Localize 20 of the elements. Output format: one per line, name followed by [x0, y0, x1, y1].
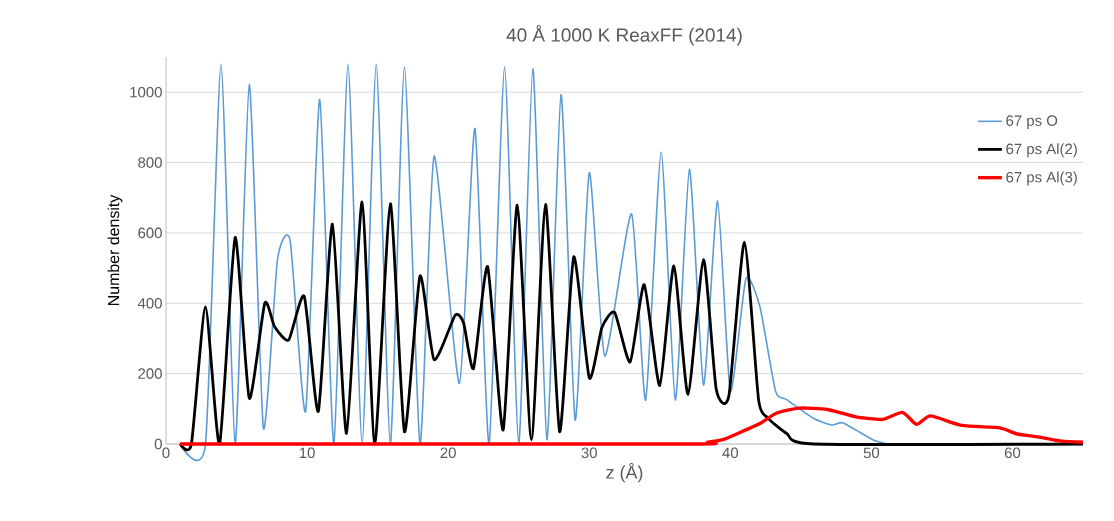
chart-title: 40 Å 1000 K ReaxFF (2014): [506, 25, 742, 46]
x-tick-label: 30: [581, 447, 597, 459]
y-tick-label: 0: [154, 438, 162, 450]
y-tick-label: 600: [138, 227, 162, 239]
legend-label: 67 ps O: [1006, 115, 1058, 129]
x-tick-label: 0: [162, 447, 170, 459]
x-axis-title: z (Å): [606, 462, 643, 483]
y-tick-label: 800: [138, 157, 162, 168]
y-tick-label: 1000: [130, 86, 162, 98]
x-tick-label: 20: [440, 447, 456, 459]
y-axis-title: Number density: [107, 194, 123, 305]
x-tick-label: 50: [863, 447, 880, 459]
y-tick-label: 400: [137, 297, 162, 309]
legend-label: 67 ps Al(2): [1006, 143, 1077, 158]
legend-label: 67 ps Al(3): [1006, 171, 1077, 186]
line-series: [178, 406, 1085, 446]
y-tick-label: 200: [138, 368, 162, 379]
x-tick-label: 60: [1004, 447, 1021, 459]
x-tick-label: 40: [722, 447, 739, 459]
x-tick-label: 10: [299, 447, 315, 459]
